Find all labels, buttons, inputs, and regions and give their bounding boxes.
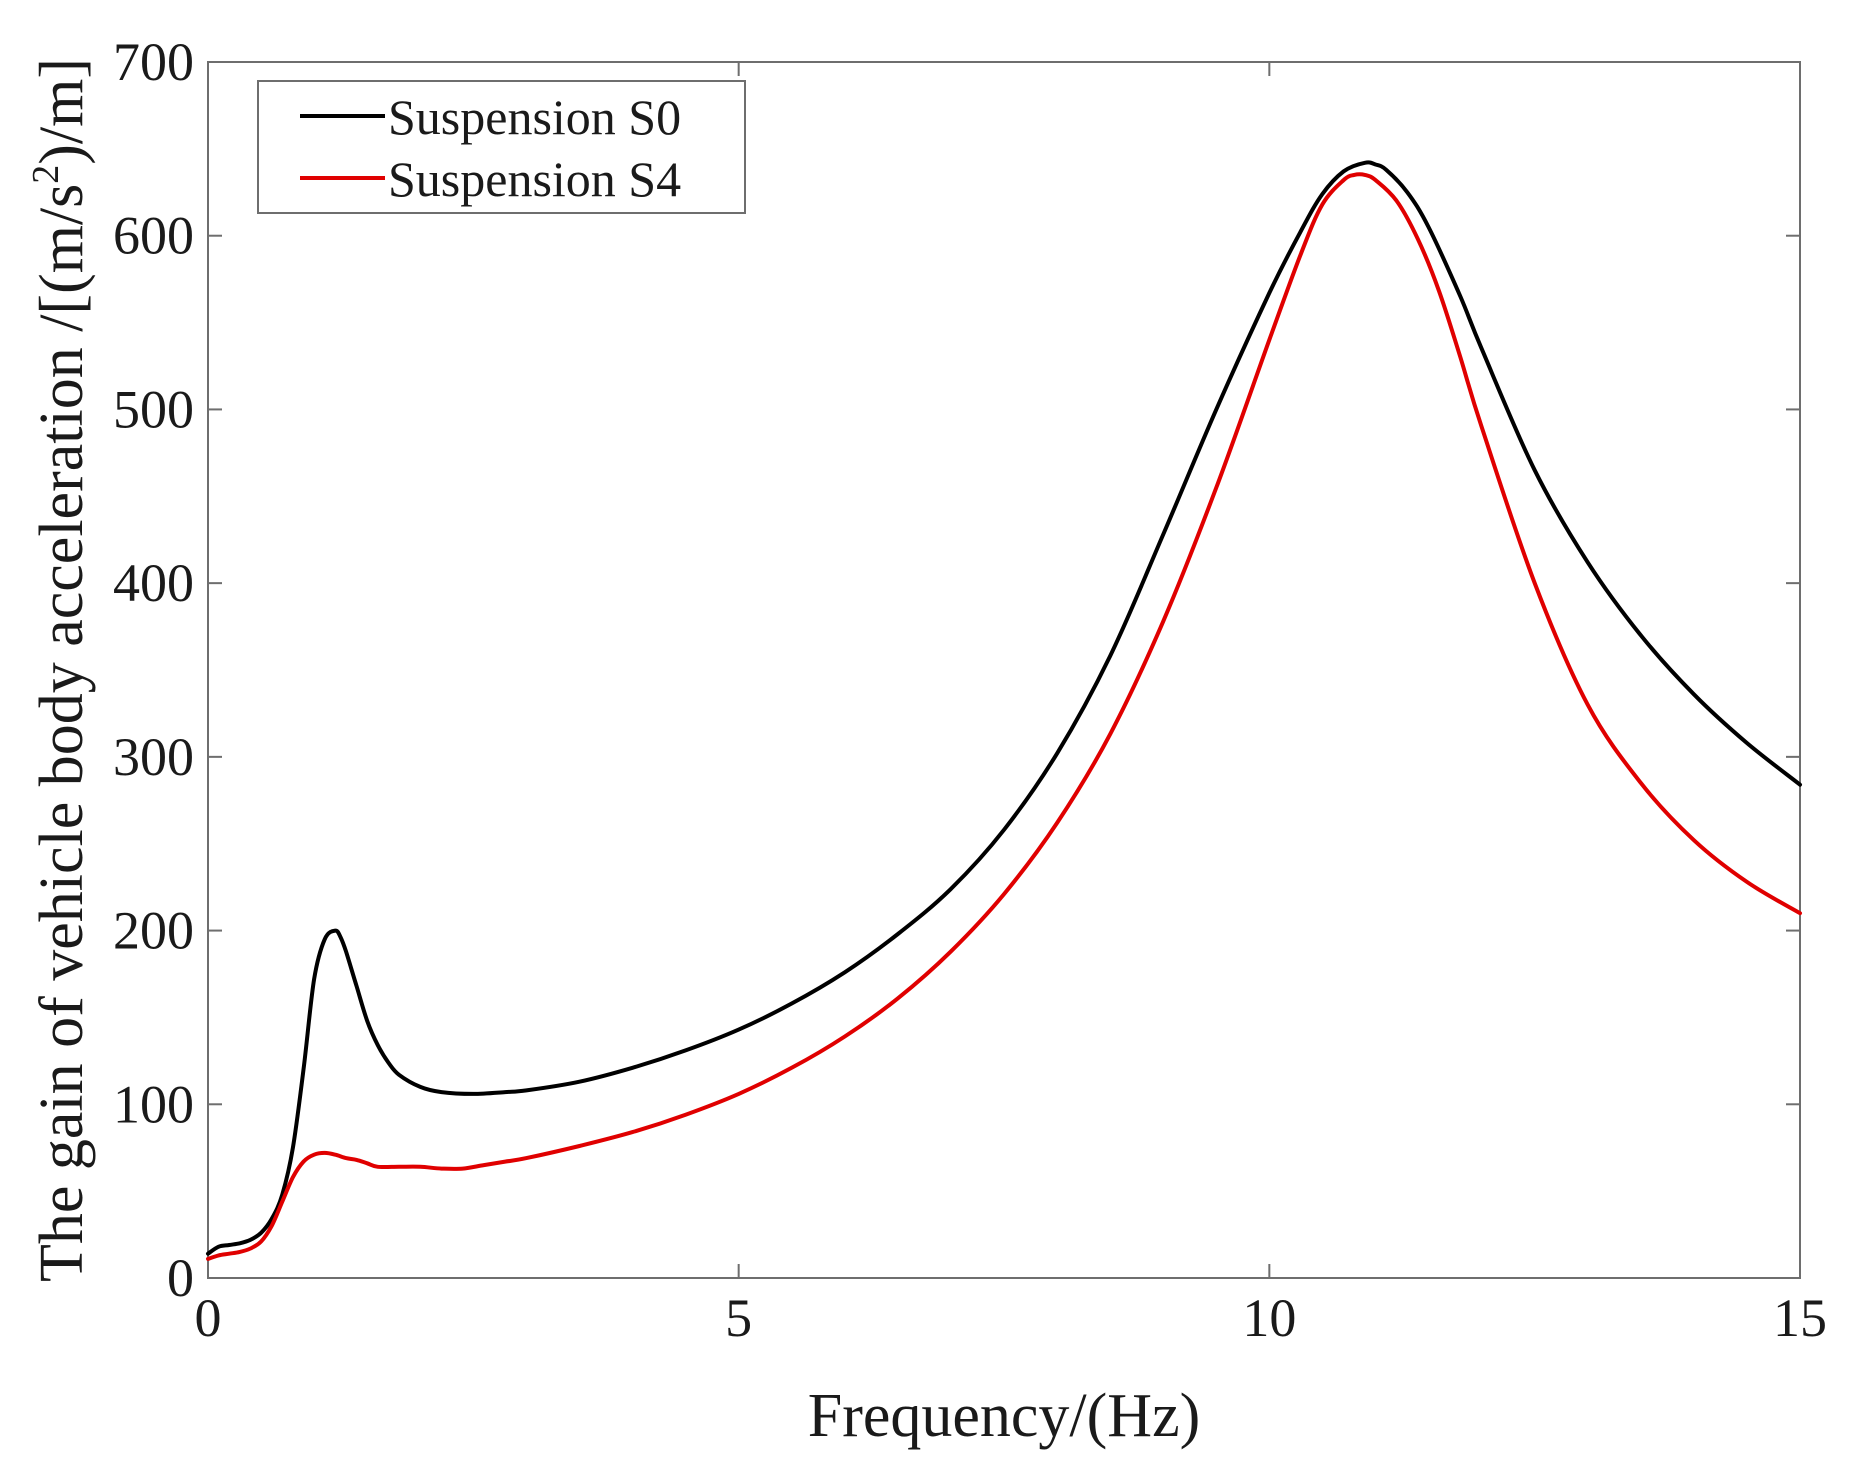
axis-ticks — [207, 61, 1801, 1279]
plot-area-frame — [207, 61, 1801, 1279]
y-tick-label: 0 — [167, 1248, 194, 1308]
y-tick-label: 400 — [113, 553, 194, 613]
series-line-s4 — [206, 172, 1802, 1261]
legend-label-s4: Suspension S4 — [388, 151, 681, 207]
series-line-s0 — [206, 160, 1802, 1256]
y-tick-label: 500 — [113, 379, 194, 439]
y-tick-label: 700 — [113, 32, 194, 92]
x-tick-label: 0 — [195, 1288, 222, 1348]
y-axis-label: The gain of vehicle body acceleration /[… — [25, 58, 96, 1282]
y-tick-label: 300 — [113, 727, 194, 787]
y-axis-label-superscript: 2 — [25, 165, 67, 184]
series-lines — [206, 160, 1802, 1261]
x-tick-label: 10 — [1242, 1288, 1296, 1348]
legend: Suspension S0 Suspension S4 — [257, 80, 746, 214]
x-tick-label: 5 — [725, 1288, 752, 1348]
y-tick-label: 100 — [113, 1074, 194, 1134]
legend-box — [257, 80, 746, 214]
x-tick-label: 15 — [1773, 1288, 1827, 1348]
legend-label-s0: Suspension S0 — [388, 89, 681, 145]
axis-tick-labels: 0 5 10 15 0 100 200 300 400 500 600 700 — [113, 32, 1827, 1348]
y-tick-label: 200 — [113, 901, 194, 961]
y-tick-label: 600 — [113, 206, 194, 266]
x-axis-label: Frequency/(Hz) — [808, 1382, 1201, 1450]
y-axis-label-suffix: )/m] — [28, 58, 96, 165]
y-axis-label-prefix: The gain of vehicle body acceleration /[… — [28, 184, 96, 1282]
